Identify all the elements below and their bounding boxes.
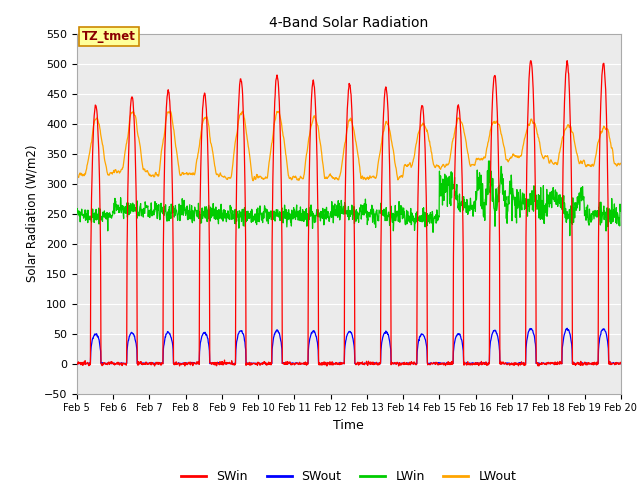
Line: SWout: SWout — [77, 328, 620, 364]
LWin — [255, 211, 262, 217]
Y-axis label: Solar Radiation (W/m2): Solar Radiation (W/m2) — [25, 145, 38, 282]
LWout — [194, 151, 202, 156]
LWin — [552, 202, 560, 207]
SWout — [73, 360, 81, 366]
LWout — [166, 108, 174, 114]
X-axis label: Time: Time — [333, 419, 364, 432]
Title: 4-Band Solar Radiation: 4-Band Solar Radiation — [269, 16, 428, 30]
SWout — [504, 361, 512, 367]
LWin — [566, 233, 573, 239]
Line: LWout: LWout — [77, 111, 620, 180]
SWin — [323, 363, 331, 369]
SWout — [74, 361, 81, 367]
SWin — [552, 360, 560, 366]
SWin — [433, 361, 441, 367]
SWin — [563, 58, 571, 63]
SWin — [180, 362, 188, 368]
SWout — [255, 360, 263, 366]
LWout — [250, 178, 257, 183]
SWout — [552, 360, 560, 366]
LWin — [504, 193, 512, 199]
LWout — [255, 174, 263, 180]
Legend: SWin, SWout, LWin, LWout: SWin, SWout, LWin, LWout — [176, 465, 522, 480]
SWout — [194, 361, 202, 367]
LWin — [194, 208, 202, 214]
SWout — [563, 325, 571, 331]
LWout — [73, 176, 81, 182]
LWout — [505, 158, 513, 164]
SWin — [73, 361, 81, 367]
SWin — [255, 360, 262, 366]
LWin — [486, 158, 493, 164]
SWin — [616, 360, 624, 365]
Line: SWin: SWin — [77, 60, 620, 366]
SWin — [504, 360, 512, 366]
SWout — [181, 360, 189, 366]
SWout — [433, 360, 441, 366]
LWin — [180, 206, 188, 212]
LWout — [553, 161, 561, 167]
Text: TZ_tmet: TZ_tmet — [83, 30, 136, 43]
SWin — [194, 361, 202, 367]
LWout — [616, 160, 624, 166]
LWin — [433, 207, 441, 213]
LWin — [616, 208, 624, 214]
LWin — [73, 208, 81, 214]
LWout — [181, 170, 189, 176]
SWout — [616, 361, 624, 367]
LWout — [434, 163, 442, 168]
Line: LWin: LWin — [77, 161, 620, 236]
